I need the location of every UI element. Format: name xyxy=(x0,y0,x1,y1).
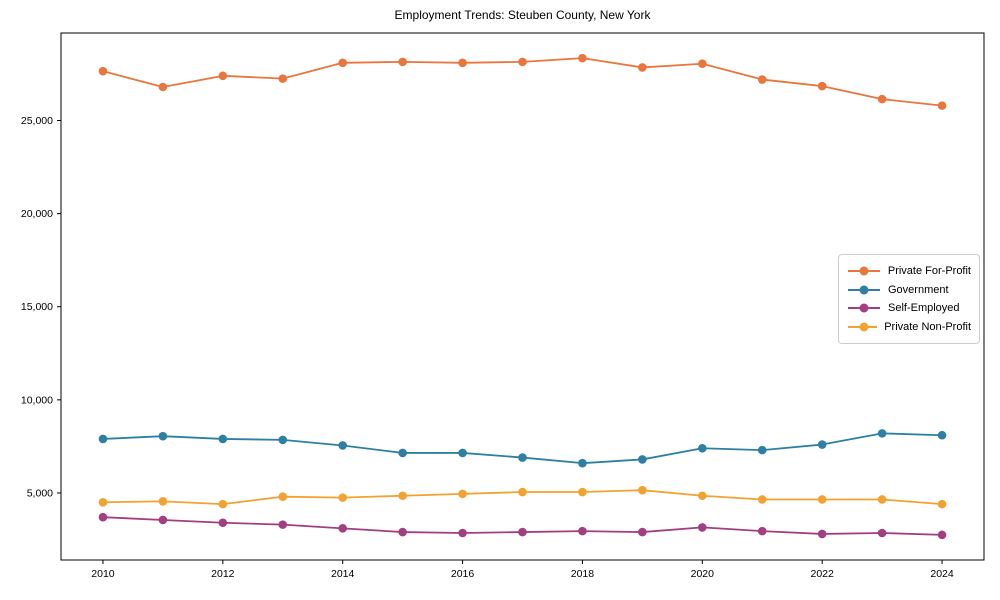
data-point-private-for-profit xyxy=(817,81,827,91)
data-point-private-non-profit xyxy=(278,492,288,501)
data-point-government xyxy=(698,443,707,453)
data-point-private-non-profit xyxy=(98,497,108,507)
y-tick-label: 10,000 xyxy=(21,394,53,406)
legend-item-private-for-profit: Private For-Profit xyxy=(847,262,971,281)
data-point-self-employed xyxy=(398,527,407,537)
data-point-private-non-profit xyxy=(937,499,947,509)
y-tick-label: 15,000 xyxy=(21,301,53,313)
data-point-private-for-profit xyxy=(518,57,527,67)
data-point-private-non-profit xyxy=(638,485,647,495)
data-point-private-for-profit xyxy=(578,53,587,63)
legend-item-government: Government xyxy=(847,281,971,300)
data-point-self-employed xyxy=(638,527,647,537)
data-point-self-employed xyxy=(817,529,827,539)
data-point-private-for-profit xyxy=(158,82,168,92)
legend-label: Private Non-Profit xyxy=(884,320,971,333)
legend-label: Self-Employed xyxy=(888,302,960,315)
data-point-government xyxy=(338,441,347,450)
data-point-self-employed xyxy=(698,523,707,532)
data-point-private-non-profit xyxy=(877,495,887,504)
data-point-private-for-profit xyxy=(98,66,108,76)
x-tick-label: 2022 xyxy=(810,568,834,580)
data-point-private-for-profit xyxy=(458,58,467,68)
data-point-self-employed xyxy=(757,526,767,536)
data-point-private-non-profit xyxy=(218,499,228,509)
data-point-government xyxy=(937,430,947,440)
x-tick-label: 2016 xyxy=(451,568,475,580)
data-point-government xyxy=(817,440,827,449)
x-tick-label: 2018 xyxy=(571,568,595,580)
legend-marker-icon xyxy=(848,266,880,276)
data-point-government xyxy=(398,448,407,458)
legend: Private For-Profit Government Self-Employe… xyxy=(838,254,980,344)
x-tick-label: 2014 xyxy=(331,568,355,580)
data-point-self-employed xyxy=(278,520,288,529)
x-tick-label: 2012 xyxy=(211,568,235,580)
data-point-self-employed xyxy=(98,512,108,522)
x-tick-label: 2024 xyxy=(930,568,954,580)
legend-item-private-non-profit: Private Non-Profit xyxy=(847,318,971,337)
data-point-self-employed xyxy=(458,528,467,538)
data-point-private-for-profit xyxy=(877,94,887,104)
data-point-government xyxy=(218,434,228,444)
data-point-private-non-profit xyxy=(398,491,407,501)
data-point-private-for-profit xyxy=(338,58,347,68)
data-point-private-for-profit xyxy=(757,75,767,84)
chart-title: Employment Trends: Steuben County, New Y… xyxy=(394,8,651,22)
data-point-private-non-profit xyxy=(757,495,767,504)
data-point-government xyxy=(578,458,587,468)
data-point-private-non-profit xyxy=(518,487,527,497)
data-point-self-employed xyxy=(518,527,527,537)
data-point-private-non-profit xyxy=(158,497,168,506)
legend-label: Government xyxy=(888,283,949,296)
legend-label: Private For-Profit xyxy=(887,265,971,278)
data-point-private-non-profit xyxy=(817,495,827,504)
data-point-self-employed xyxy=(578,526,587,536)
legend-marker-icon xyxy=(848,285,880,295)
data-point-self-employed xyxy=(338,524,347,533)
data-point-private-non-profit xyxy=(338,493,347,502)
data-point-government xyxy=(278,435,288,445)
legend-marker-icon xyxy=(848,303,880,313)
data-point-government xyxy=(757,445,767,455)
data-point-private-non-profit xyxy=(698,491,707,501)
data-point-private-non-profit xyxy=(578,487,587,497)
data-point-private-for-profit xyxy=(278,74,288,83)
data-point-government xyxy=(158,431,168,441)
x-tick-label: 2020 xyxy=(691,568,715,580)
data-point-self-employed xyxy=(158,515,168,525)
data-point-private-non-profit xyxy=(458,489,467,499)
y-tick-label: 5,000 xyxy=(27,487,53,499)
data-point-self-employed xyxy=(937,530,947,540)
y-tick-label: 20,000 xyxy=(21,208,53,220)
data-point-government xyxy=(518,453,527,462)
data-point-government xyxy=(458,448,467,458)
data-point-government xyxy=(98,434,108,444)
legend-item-self-employed: Self-Employed xyxy=(847,299,971,318)
data-point-private-for-profit xyxy=(398,57,407,67)
legend-marker-icon xyxy=(848,322,878,332)
data-point-private-for-profit xyxy=(937,101,947,110)
data-point-government xyxy=(638,455,647,464)
data-point-self-employed xyxy=(218,518,228,528)
y-tick-label: 25,000 xyxy=(21,115,53,127)
x-tick-label: 2010 xyxy=(91,568,115,580)
data-point-private-for-profit xyxy=(698,59,707,69)
data-point-self-employed xyxy=(877,528,887,538)
data-point-private-for-profit xyxy=(218,71,228,81)
plot-border xyxy=(60,32,985,561)
data-point-private-for-profit xyxy=(638,63,647,72)
data-point-government xyxy=(877,429,887,438)
